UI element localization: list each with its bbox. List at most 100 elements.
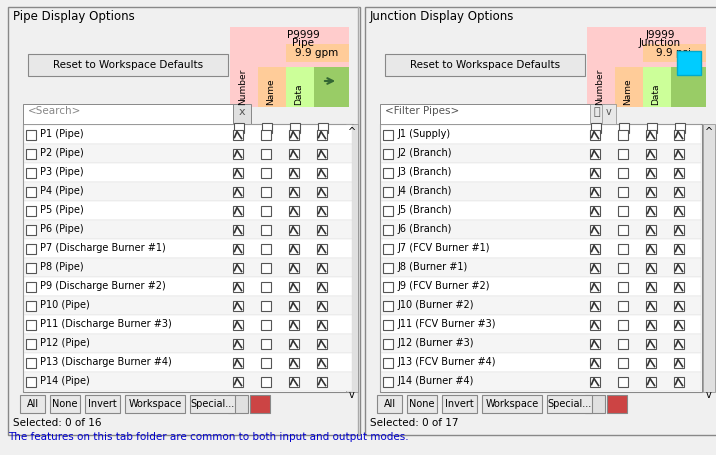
Text: P9 (Discharge Burner #2): P9 (Discharge Burner #2) <box>40 280 165 290</box>
Bar <box>590 283 600 293</box>
Text: P5 (Pipe): P5 (Pipe) <box>40 205 84 214</box>
Bar <box>442 395 477 413</box>
Bar <box>233 278 259 296</box>
Bar <box>646 202 672 221</box>
Bar <box>590 221 616 239</box>
Bar <box>587 28 615 108</box>
Bar <box>618 126 644 145</box>
Bar <box>590 202 616 221</box>
Bar <box>261 353 287 372</box>
Text: Selected: 0 of 16: Selected: 0 of 16 <box>13 417 102 427</box>
Bar <box>317 221 343 239</box>
Bar <box>24 258 352 278</box>
Bar <box>317 226 327 236</box>
Bar <box>383 377 393 387</box>
Bar <box>261 278 287 296</box>
Bar <box>674 358 684 368</box>
Bar <box>24 145 352 164</box>
Bar <box>317 353 343 372</box>
Bar <box>261 263 271 273</box>
Bar <box>618 145 644 164</box>
Text: Pipe Display Options: Pipe Display Options <box>13 10 135 23</box>
Bar <box>317 239 343 258</box>
Text: Junction Display Options: Junction Display Options <box>370 10 514 23</box>
Bar <box>233 131 243 141</box>
Bar <box>590 131 600 141</box>
Bar <box>24 202 352 221</box>
Bar <box>590 187 600 197</box>
Bar <box>646 169 656 179</box>
Bar <box>385 55 585 77</box>
Bar <box>674 126 700 145</box>
Bar <box>381 164 701 182</box>
Bar <box>233 358 243 368</box>
Bar <box>703 125 715 392</box>
Text: v: v <box>606 107 612 117</box>
Bar <box>618 263 628 273</box>
Text: Selected: 0 of 17: Selected: 0 of 17 <box>370 417 458 427</box>
Bar <box>590 207 600 217</box>
Bar <box>381 202 701 221</box>
Text: 9.9 psi: 9.9 psi <box>657 48 692 58</box>
Bar <box>618 131 628 141</box>
Bar <box>618 202 644 221</box>
Bar <box>407 395 437 413</box>
Bar <box>261 315 287 334</box>
Bar <box>646 358 656 368</box>
Bar <box>261 202 287 221</box>
Bar <box>618 150 628 160</box>
Bar <box>317 145 343 164</box>
Bar <box>261 358 271 368</box>
Bar <box>590 145 616 164</box>
Bar <box>602 105 616 125</box>
Text: x: x <box>238 107 246 117</box>
Bar <box>24 315 352 334</box>
Bar <box>383 283 393 293</box>
Bar <box>615 28 706 68</box>
Bar <box>590 226 600 236</box>
Bar <box>24 296 352 315</box>
Bar <box>346 125 358 392</box>
Bar <box>262 124 272 134</box>
Bar <box>618 239 644 258</box>
Bar <box>261 164 287 182</box>
Bar <box>261 339 271 349</box>
Bar <box>590 105 604 125</box>
Bar <box>317 207 327 217</box>
Bar <box>317 372 343 391</box>
Bar <box>646 145 672 164</box>
Bar <box>233 320 243 330</box>
Bar <box>289 244 299 254</box>
Text: 9.9 gpm: 9.9 gpm <box>296 48 339 58</box>
Bar <box>228 395 248 413</box>
Bar <box>317 150 327 160</box>
Bar <box>380 125 702 392</box>
Bar <box>590 320 600 330</box>
Bar <box>28 55 228 77</box>
Bar <box>674 145 700 164</box>
Bar <box>233 283 243 293</box>
Bar <box>674 320 684 330</box>
Bar <box>590 164 616 182</box>
Bar <box>26 263 36 273</box>
Bar <box>261 320 271 330</box>
Text: P3 (Pipe): P3 (Pipe) <box>40 167 84 177</box>
Bar <box>383 169 393 179</box>
Bar <box>26 150 36 160</box>
Text: P13 (Discharge Burner #4): P13 (Discharge Burner #4) <box>40 356 172 366</box>
Bar <box>261 372 287 391</box>
Bar <box>646 150 656 160</box>
Bar <box>590 339 600 349</box>
Text: Workspace: Workspace <box>485 398 538 408</box>
Bar <box>233 169 243 179</box>
Bar <box>646 226 656 236</box>
Bar <box>590 150 600 160</box>
Bar <box>26 283 36 293</box>
Bar <box>26 226 36 236</box>
Bar <box>24 126 352 145</box>
Bar <box>646 131 656 141</box>
Bar <box>317 334 343 353</box>
Bar <box>286 45 349 63</box>
Bar <box>646 239 672 258</box>
Bar <box>50 395 80 413</box>
